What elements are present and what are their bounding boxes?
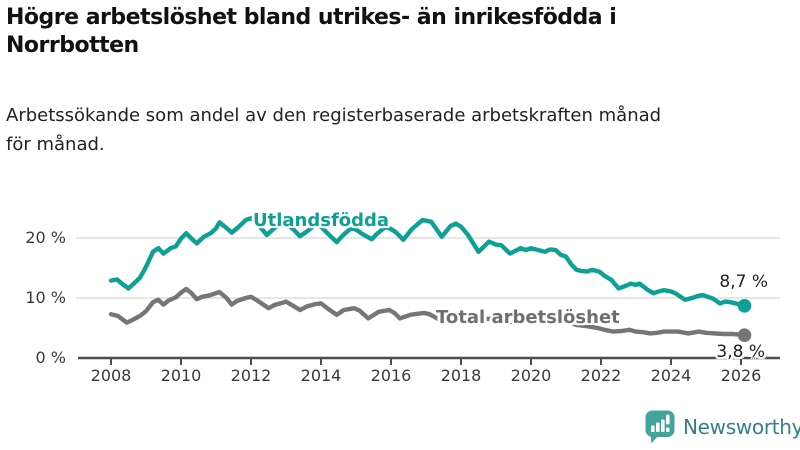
bar-chart-glyph-bar-3 xyxy=(661,419,665,432)
y-axis-tick-label: 20 % xyxy=(25,228,66,247)
chart-title-line-1: Högre arbetslöshet bland utrikes- än inr… xyxy=(6,5,617,30)
bar-chart-glyph-bar-2 xyxy=(656,422,660,432)
x-axis-tick-label: 2016 xyxy=(370,366,412,385)
end-value-label-total: 3,8 % xyxy=(716,342,765,362)
x-axis-tick-label: 2008 xyxy=(90,366,132,385)
end-value-label-utlandsfodda: 8,7 % xyxy=(719,272,768,292)
chart-subtitle-line-1: Arbetssökande som andel av den registerb… xyxy=(6,105,662,126)
x-axis-tick-label: 2018 xyxy=(440,366,482,385)
x-axis-tick-label: 2012 xyxy=(230,366,272,385)
y-axis-tick-label: 10 % xyxy=(25,288,66,307)
chart-title-line-2: Norrbotten xyxy=(6,33,139,58)
series-end-dot xyxy=(737,299,752,313)
y-axis-tick-label: 0 % xyxy=(35,348,66,367)
exclamation-mark-dot xyxy=(666,427,670,432)
series-label-utlandsfodda: Utlandsfödda xyxy=(253,210,390,231)
newsworthy-wordmark: Newsworthy xyxy=(683,415,800,439)
exclamation-mark-stem xyxy=(666,414,670,425)
x-axis-tick-label: 2020 xyxy=(510,366,552,385)
newsworthy-logo[interactable]: Newsworthy xyxy=(645,410,800,444)
x-axis-tick-label: 2014 xyxy=(300,366,342,385)
chart-subtitle-line-2: för månad. xyxy=(6,134,105,155)
series-line-utlandsf-dda xyxy=(108,215,747,308)
newsworthy-speech-bubble-icon xyxy=(645,410,675,444)
x-axis-tick-label: 2022 xyxy=(580,366,622,385)
x-axis-tick-label: 2026 xyxy=(720,366,762,385)
series-end-dot xyxy=(737,328,752,343)
series-line-total-arbetsl-shet xyxy=(108,286,747,338)
x-axis-tick-label: 2024 xyxy=(650,366,692,385)
x-axis-tick-label: 2010 xyxy=(160,366,202,385)
series-label-total-arbetsloshet: Total arbetslöshet xyxy=(436,307,620,328)
bar-chart-glyph-bar-1 xyxy=(651,425,655,432)
